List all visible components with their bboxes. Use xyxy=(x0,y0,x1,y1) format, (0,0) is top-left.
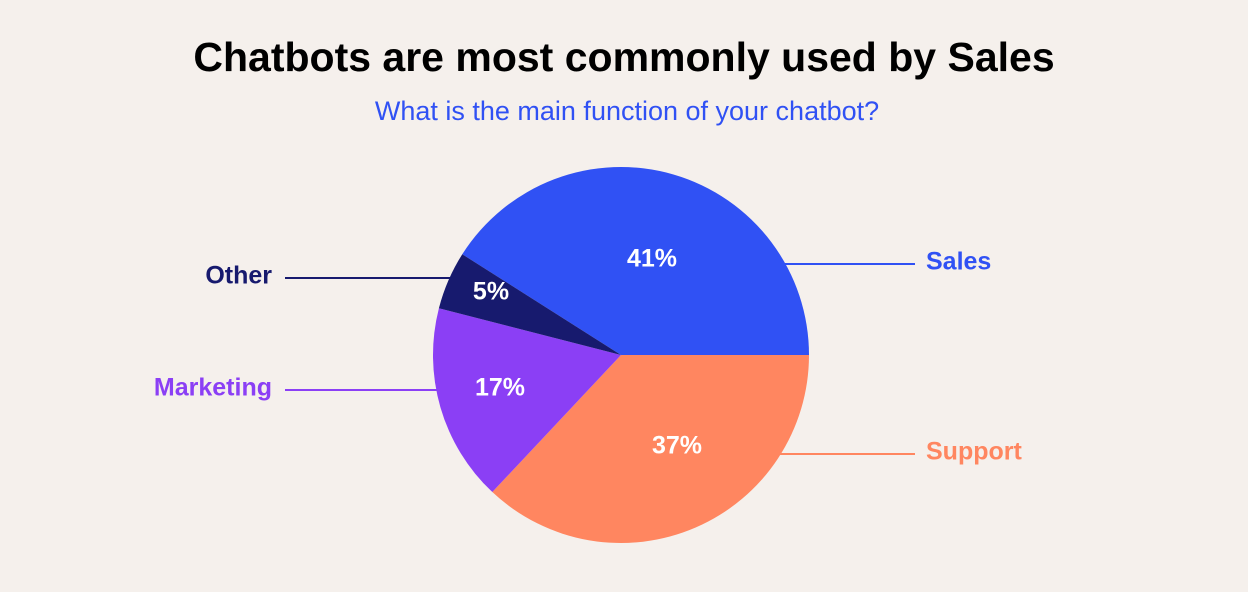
category-label: Sales xyxy=(926,248,991,276)
chart-subtitle: What is the main function of your chatbo… xyxy=(375,96,879,126)
value-label: 17% xyxy=(475,374,525,402)
pie-slice xyxy=(438,254,621,355)
value-label: 37% xyxy=(652,432,702,460)
pie-slice xyxy=(433,308,621,493)
category-label: Support xyxy=(926,438,1022,466)
pie-slice xyxy=(492,355,809,543)
chart-title: Chatbots are most commonly used by Sales xyxy=(193,34,1054,80)
value-label: 5% xyxy=(473,278,509,306)
category-label: Marketing xyxy=(154,374,272,402)
value-label: 41% xyxy=(627,245,677,273)
category-label: Other xyxy=(205,262,272,290)
pie-slice xyxy=(462,167,809,355)
